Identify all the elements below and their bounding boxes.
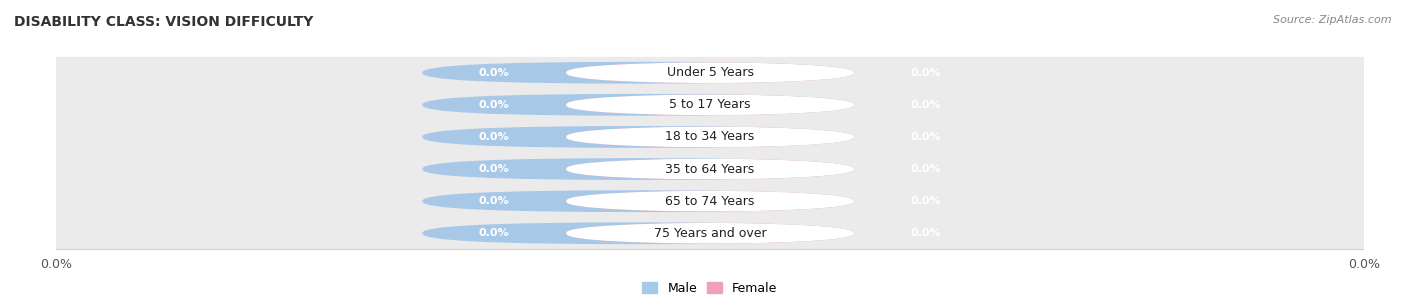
Text: 0.0%: 0.0%: [911, 100, 941, 110]
Bar: [56, 121, 1364, 153]
Text: 65 to 74 Years: 65 to 74 Years: [665, 195, 755, 208]
FancyBboxPatch shape: [567, 158, 853, 180]
Text: 0.0%: 0.0%: [911, 132, 941, 142]
Text: 5 to 17 Years: 5 to 17 Years: [669, 98, 751, 111]
FancyBboxPatch shape: [567, 222, 853, 244]
Text: DISABILITY CLASS: VISION DIFFICULTY: DISABILITY CLASS: VISION DIFFICULTY: [14, 15, 314, 29]
Text: 0.0%: 0.0%: [911, 164, 941, 174]
Text: 75 Years and over: 75 Years and over: [654, 227, 766, 240]
FancyBboxPatch shape: [567, 62, 853, 84]
Text: 0.0%: 0.0%: [479, 228, 509, 238]
FancyBboxPatch shape: [422, 62, 853, 84]
Text: 0.0%: 0.0%: [479, 68, 509, 78]
FancyBboxPatch shape: [567, 190, 853, 212]
FancyBboxPatch shape: [422, 222, 853, 244]
FancyBboxPatch shape: [567, 126, 853, 148]
FancyBboxPatch shape: [422, 158, 853, 180]
Bar: [56, 89, 1364, 121]
FancyBboxPatch shape: [567, 94, 853, 116]
FancyBboxPatch shape: [422, 126, 853, 148]
Bar: [56, 185, 1364, 217]
FancyBboxPatch shape: [567, 222, 853, 244]
Text: 0.0%: 0.0%: [911, 68, 941, 78]
Bar: [56, 153, 1364, 185]
Bar: [56, 217, 1364, 249]
FancyBboxPatch shape: [422, 190, 853, 212]
Text: 0.0%: 0.0%: [479, 100, 509, 110]
Text: 18 to 34 Years: 18 to 34 Years: [665, 130, 755, 144]
Text: 35 to 64 Years: 35 to 64 Years: [665, 162, 755, 176]
FancyBboxPatch shape: [567, 158, 853, 180]
Text: 0.0%: 0.0%: [911, 196, 941, 206]
FancyBboxPatch shape: [567, 94, 853, 116]
Text: Under 5 Years: Under 5 Years: [666, 66, 754, 79]
FancyBboxPatch shape: [567, 126, 853, 148]
FancyBboxPatch shape: [567, 190, 853, 212]
Legend: Male, Female: Male, Female: [637, 277, 783, 300]
Text: 0.0%: 0.0%: [479, 196, 509, 206]
Text: 0.0%: 0.0%: [479, 132, 509, 142]
FancyBboxPatch shape: [567, 62, 853, 84]
Text: 0.0%: 0.0%: [911, 228, 941, 238]
Bar: [56, 57, 1364, 89]
Text: 0.0%: 0.0%: [479, 164, 509, 174]
Text: Source: ZipAtlas.com: Source: ZipAtlas.com: [1274, 15, 1392, 25]
FancyBboxPatch shape: [422, 94, 853, 116]
